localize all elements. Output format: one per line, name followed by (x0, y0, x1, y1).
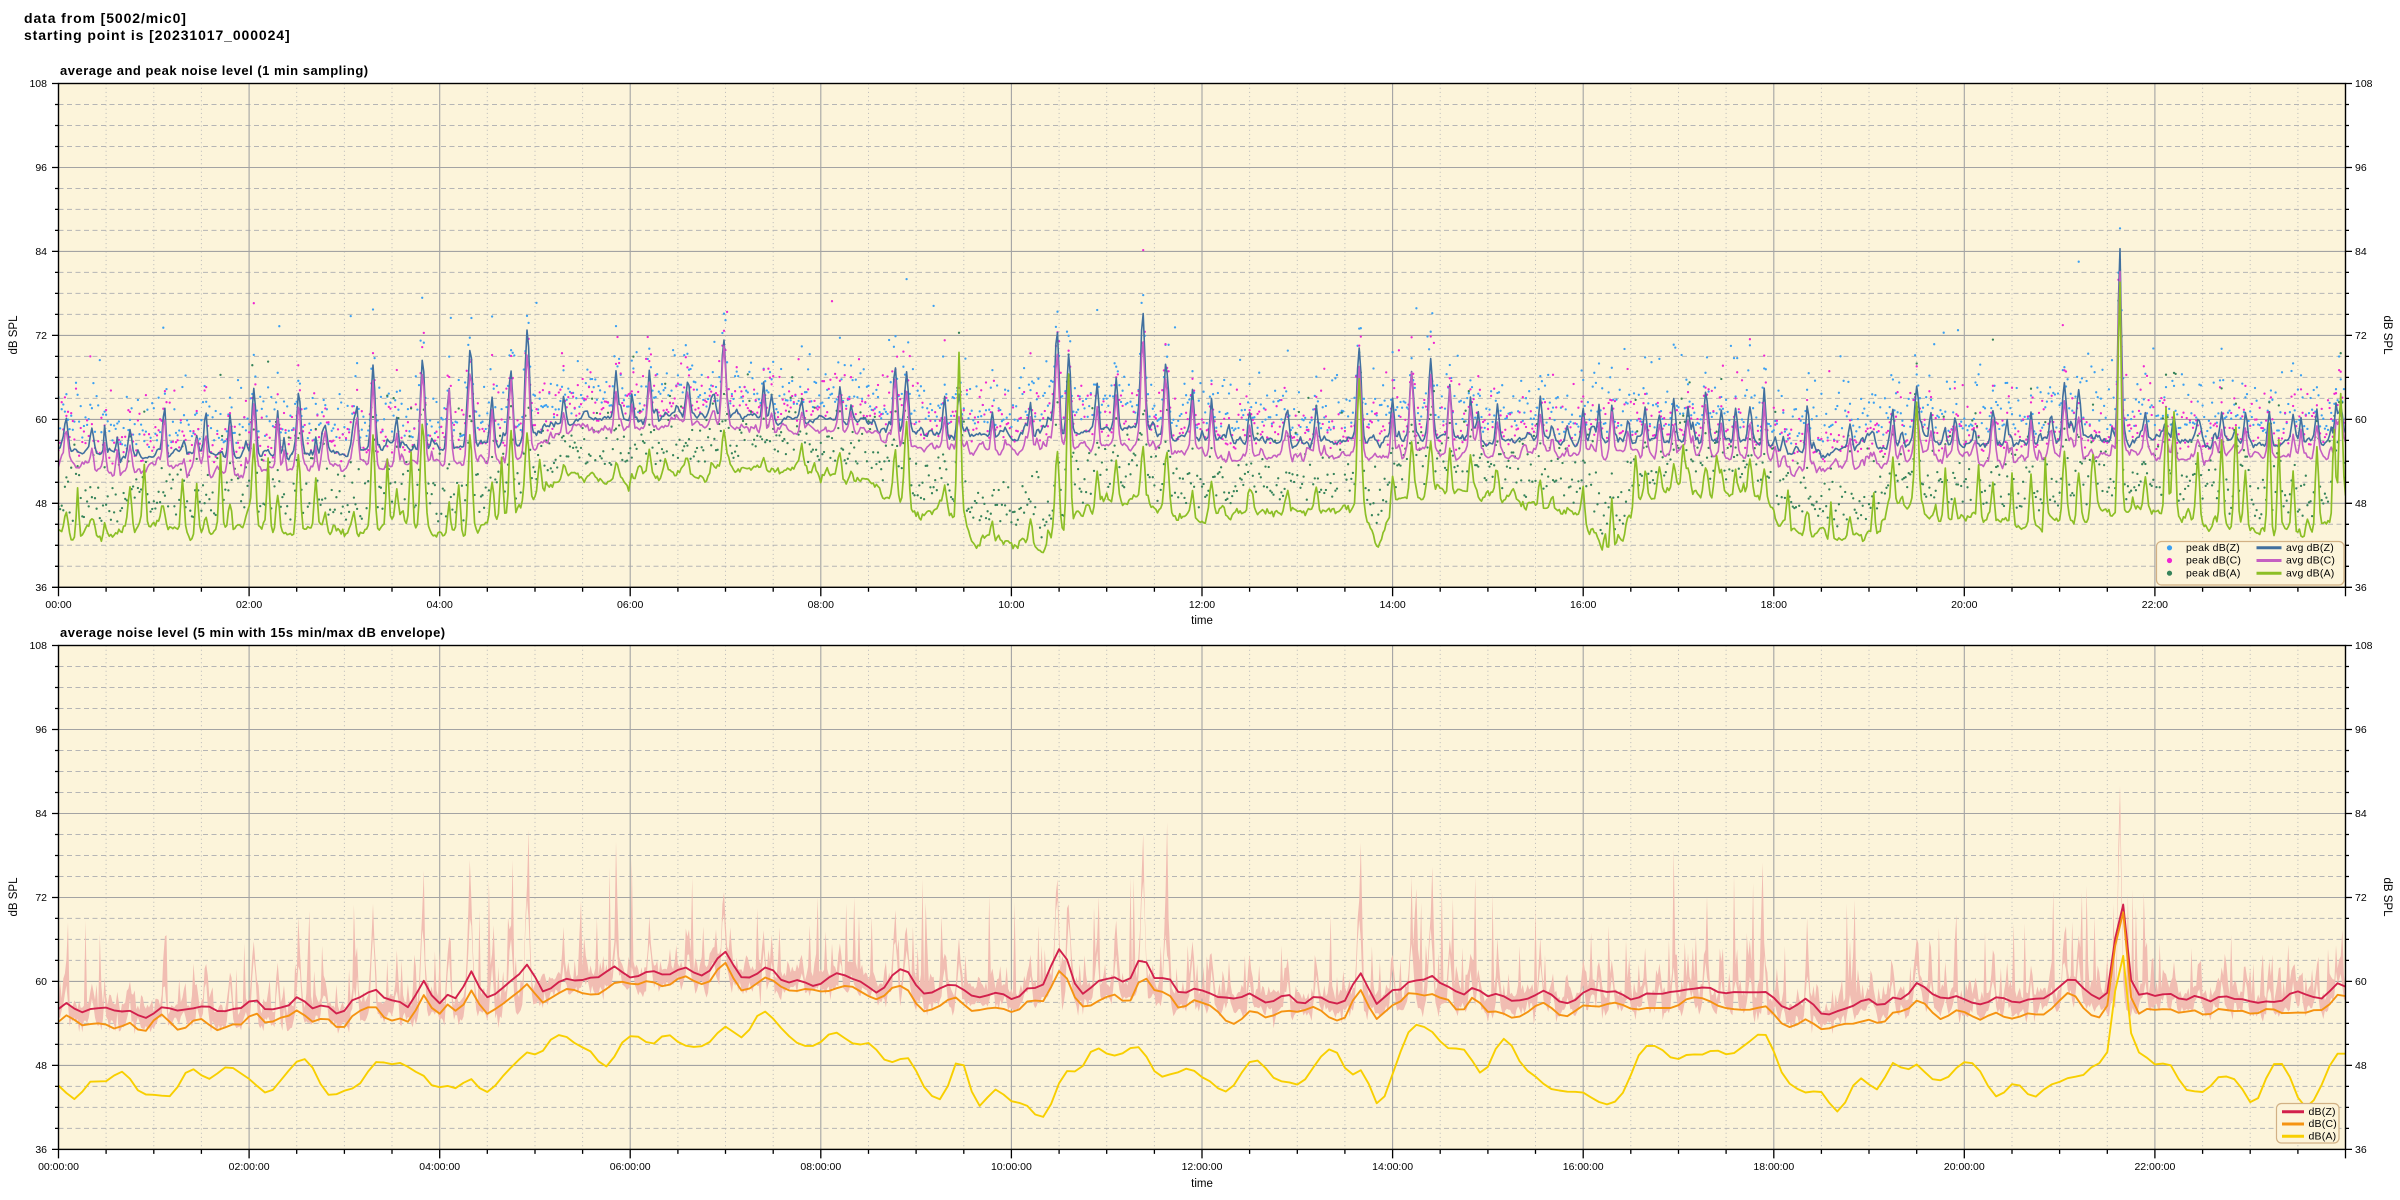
svg-text:20:00:00: 20:00:00 (1944, 1161, 1985, 1173)
svg-text:dB(Z): dB(Z) (2309, 1106, 2336, 1118)
svg-text:14:00: 14:00 (1379, 599, 1405, 611)
svg-text:00:00:00: 00:00:00 (38, 1161, 79, 1173)
svg-text:72: 72 (35, 892, 47, 904)
svg-text:06:00:00: 06:00:00 (610, 1161, 651, 1173)
svg-text:36: 36 (2355, 1144, 2367, 1156)
svg-text:18:00: 18:00 (1761, 599, 1787, 611)
svg-text:84: 84 (2355, 808, 2367, 820)
svg-text:peak dB(Z): peak dB(Z) (2186, 542, 2240, 554)
svg-text:60: 60 (35, 976, 47, 988)
svg-text:08:00: 08:00 (808, 599, 834, 611)
svg-text:time: time (1191, 615, 1213, 627)
svg-text:22:00:00: 22:00:00 (2134, 1161, 2175, 1173)
svg-text:06:00: 06:00 (617, 599, 643, 611)
svg-text:avg dB(C): avg dB(C) (2286, 555, 2335, 567)
svg-text:dB SPL: dB SPL (8, 877, 20, 917)
svg-text:12:00:00: 12:00:00 (1182, 1161, 1223, 1173)
svg-text:08:00:00: 08:00:00 (800, 1161, 841, 1173)
svg-text:00:00: 00:00 (45, 599, 71, 611)
svg-text:starting point is [20231017_00: starting point is [20231017_000024] (24, 27, 291, 43)
svg-text:96: 96 (2355, 162, 2367, 174)
svg-text:20:00: 20:00 (1951, 599, 1977, 611)
svg-text:dB SPL: dB SPL (8, 315, 20, 355)
svg-text:10:00: 10:00 (998, 599, 1024, 611)
svg-text:18:00:00: 18:00:00 (1753, 1161, 1794, 1173)
svg-text:84: 84 (35, 246, 47, 258)
svg-text:16:00: 16:00 (1570, 599, 1596, 611)
svg-text:dB SPL: dB SPL (2381, 878, 2393, 918)
svg-text:02:00: 02:00 (236, 599, 262, 611)
svg-text:avg dB(Z): avg dB(Z) (2286, 542, 2334, 554)
svg-text:108: 108 (29, 78, 47, 90)
svg-text:60: 60 (35, 414, 47, 426)
svg-text:60: 60 (2355, 976, 2367, 988)
svg-text:48: 48 (2355, 1060, 2367, 1072)
svg-text:dB(C): dB(C) (2309, 1118, 2337, 1130)
svg-text:average noise level (5 min wit: average noise level (5 min with 15s min/… (60, 625, 446, 640)
svg-text:average and peak noise level (: average and peak noise level (1 min samp… (60, 63, 369, 78)
svg-text:avg dB(A): avg dB(A) (2286, 567, 2335, 579)
svg-text:10:00:00: 10:00:00 (991, 1161, 1032, 1173)
svg-text:04:00: 04:00 (427, 599, 453, 611)
svg-text:72: 72 (2355, 892, 2367, 904)
svg-text:84: 84 (35, 808, 47, 820)
svg-text:dB SPL: dB SPL (2381, 316, 2393, 356)
svg-text:data from [5002/mic0]: data from [5002/mic0] (24, 10, 187, 26)
svg-text:96: 96 (2355, 724, 2367, 736)
svg-text:108: 108 (2355, 78, 2373, 90)
svg-text:48: 48 (35, 498, 47, 510)
svg-text:04:00:00: 04:00:00 (419, 1161, 460, 1173)
svg-text:time: time (1191, 1178, 1213, 1190)
svg-text:peak dB(C): peak dB(C) (2186, 555, 2241, 567)
svg-text:36: 36 (35, 1144, 47, 1156)
svg-text:96: 96 (35, 724, 47, 736)
svg-text:108: 108 (2355, 640, 2373, 652)
svg-text:36: 36 (35, 582, 47, 594)
svg-text:dB(A): dB(A) (2309, 1130, 2337, 1142)
svg-text:22:00: 22:00 (2142, 599, 2168, 611)
svg-text:72: 72 (2355, 330, 2367, 342)
svg-text:12:00: 12:00 (1189, 599, 1215, 611)
svg-text:36: 36 (2355, 582, 2367, 594)
svg-text:48: 48 (35, 1060, 47, 1072)
svg-text:14:00:00: 14:00:00 (1372, 1161, 1413, 1173)
svg-text:96: 96 (35, 162, 47, 174)
svg-text:16:00:00: 16:00:00 (1563, 1161, 1604, 1173)
svg-text:48: 48 (2355, 498, 2367, 510)
svg-text:60: 60 (2355, 414, 2367, 426)
svg-text:72: 72 (35, 330, 47, 342)
svg-text:02:00:00: 02:00:00 (229, 1161, 270, 1173)
svg-text:84: 84 (2355, 246, 2367, 258)
svg-text:108: 108 (29, 640, 47, 652)
svg-text:peak dB(A): peak dB(A) (2186, 567, 2241, 579)
